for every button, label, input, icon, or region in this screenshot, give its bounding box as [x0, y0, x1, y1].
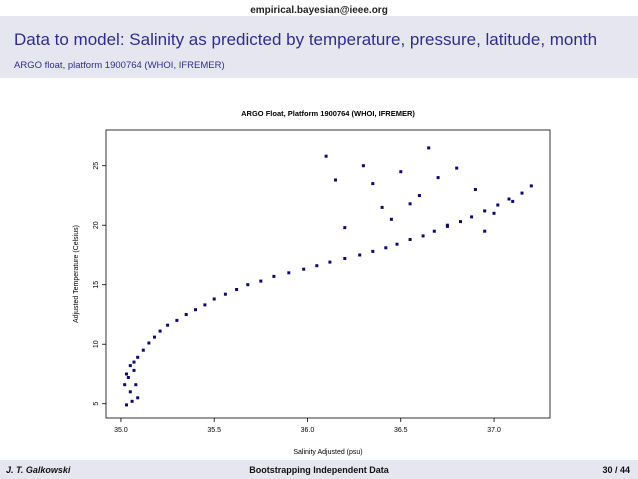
- slide-header: Data to model: Salinity as predicted by …: [0, 16, 638, 78]
- data-point: [134, 383, 138, 387]
- y-tick-label: 20: [93, 221, 100, 229]
- data-point: [343, 257, 347, 260]
- data-point: [358, 253, 362, 257]
- data-point: [399, 170, 403, 174]
- data-point: [496, 203, 500, 207]
- x-tick-label: 37.0: [487, 427, 501, 434]
- data-points-group: [123, 146, 533, 407]
- data-point: [436, 176, 440, 180]
- x-axis-label: Salinity Adjusted (psu): [293, 449, 362, 456]
- y-axis: 5 10 15 20 25: [93, 162, 106, 406]
- footer-author: J. T. Galkowski: [6, 465, 71, 475]
- data-point: [371, 182, 375, 186]
- data-point: [511, 199, 515, 203]
- data-point: [184, 313, 188, 316]
- data-point: [343, 226, 347, 230]
- data-point: [130, 399, 134, 403]
- data-point: [371, 249, 375, 253]
- data-point: [235, 288, 239, 291]
- data-point: [445, 223, 449, 227]
- data-point: [427, 146, 431, 150]
- data-point: [432, 229, 436, 233]
- slide-footer: J. T. Galkowski Bootstrapping Independen…: [0, 460, 638, 479]
- y-tick-label: 25: [93, 162, 100, 170]
- data-point: [483, 229, 487, 233]
- data-point: [408, 238, 412, 241]
- scatter-chart: ARGO Float, Platform 1900764 (WHOI, IFRE…: [73, 109, 551, 456]
- data-point: [384, 246, 388, 250]
- data-point: [128, 364, 132, 368]
- x-tick-label: 36.5: [394, 427, 408, 434]
- data-point: [203, 303, 207, 307]
- data-point: [507, 197, 511, 201]
- data-point: [334, 178, 337, 182]
- data-point: [128, 390, 132, 394]
- data-point: [132, 368, 136, 372]
- data-point: [459, 220, 462, 224]
- data-point: [492, 211, 496, 215]
- data-point: [153, 335, 156, 339]
- page-number: 30 / 44: [602, 465, 630, 475]
- data-point: [147, 341, 151, 345]
- x-axis: 35.0 35.5 36.0 36.5 37.0: [114, 418, 501, 434]
- slide-title: Data to model: Salinity as predicted by …: [14, 30, 598, 49]
- data-point: [529, 184, 533, 188]
- data-point: [380, 205, 384, 209]
- data-point: [287, 271, 291, 275]
- data-point: [272, 274, 276, 278]
- data-point: [417, 194, 421, 197]
- data-point: [455, 166, 459, 170]
- y-tick-label: 10: [93, 340, 100, 348]
- data-point: [136, 396, 140, 400]
- data-point: [132, 360, 136, 364]
- data-point: [223, 292, 227, 296]
- y-tick-label: 15: [93, 281, 100, 289]
- slide-subtitle: ARGO float, platform 1900764 (WHOI, IFRE…: [14, 60, 225, 71]
- data-point: [328, 260, 332, 264]
- data-point: [136, 355, 140, 359]
- data-point: [194, 308, 197, 312]
- data-point: [126, 376, 130, 379]
- data-point: [125, 403, 128, 407]
- data-point: [473, 188, 477, 191]
- data-point: [470, 215, 474, 219]
- data-point: [175, 318, 179, 322]
- data-point: [315, 264, 319, 268]
- data-point: [302, 267, 306, 271]
- data-point: [123, 383, 127, 387]
- data-point: [141, 348, 145, 352]
- y-axis-label: Adjusted Temperature (Celsius): [73, 225, 80, 323]
- data-point: [389, 217, 393, 221]
- data-point: [395, 242, 399, 246]
- author-email: empirical.bayesian@ieee.org: [250, 5, 388, 16]
- data-point: [125, 372, 128, 376]
- x-tick-label: 35.5: [207, 427, 221, 434]
- data-point: [246, 283, 250, 287]
- plot-frame: [105, 129, 551, 419]
- data-point: [408, 202, 412, 206]
- x-tick-label: 36.0: [301, 427, 315, 434]
- data-point: [520, 191, 524, 195]
- data-point: [259, 279, 263, 283]
- data-point: [483, 209, 487, 213]
- x-tick-label: 35.0: [114, 427, 128, 434]
- data-point: [158, 329, 162, 333]
- data-point: [212, 297, 216, 301]
- chart-title: ARGO Float, Platform 1900764 (WHOI, IFRE…: [241, 109, 415, 118]
- top-bar: empirical.bayesian@ieee.org: [0, 0, 638, 16]
- data-point: [421, 234, 425, 238]
- data-point: [166, 323, 170, 327]
- footer-talk-title: Bootstrapping Independent Data: [249, 465, 389, 475]
- data-point: [324, 154, 328, 158]
- data-point: [361, 164, 365, 168]
- y-tick-label: 5: [93, 402, 100, 406]
